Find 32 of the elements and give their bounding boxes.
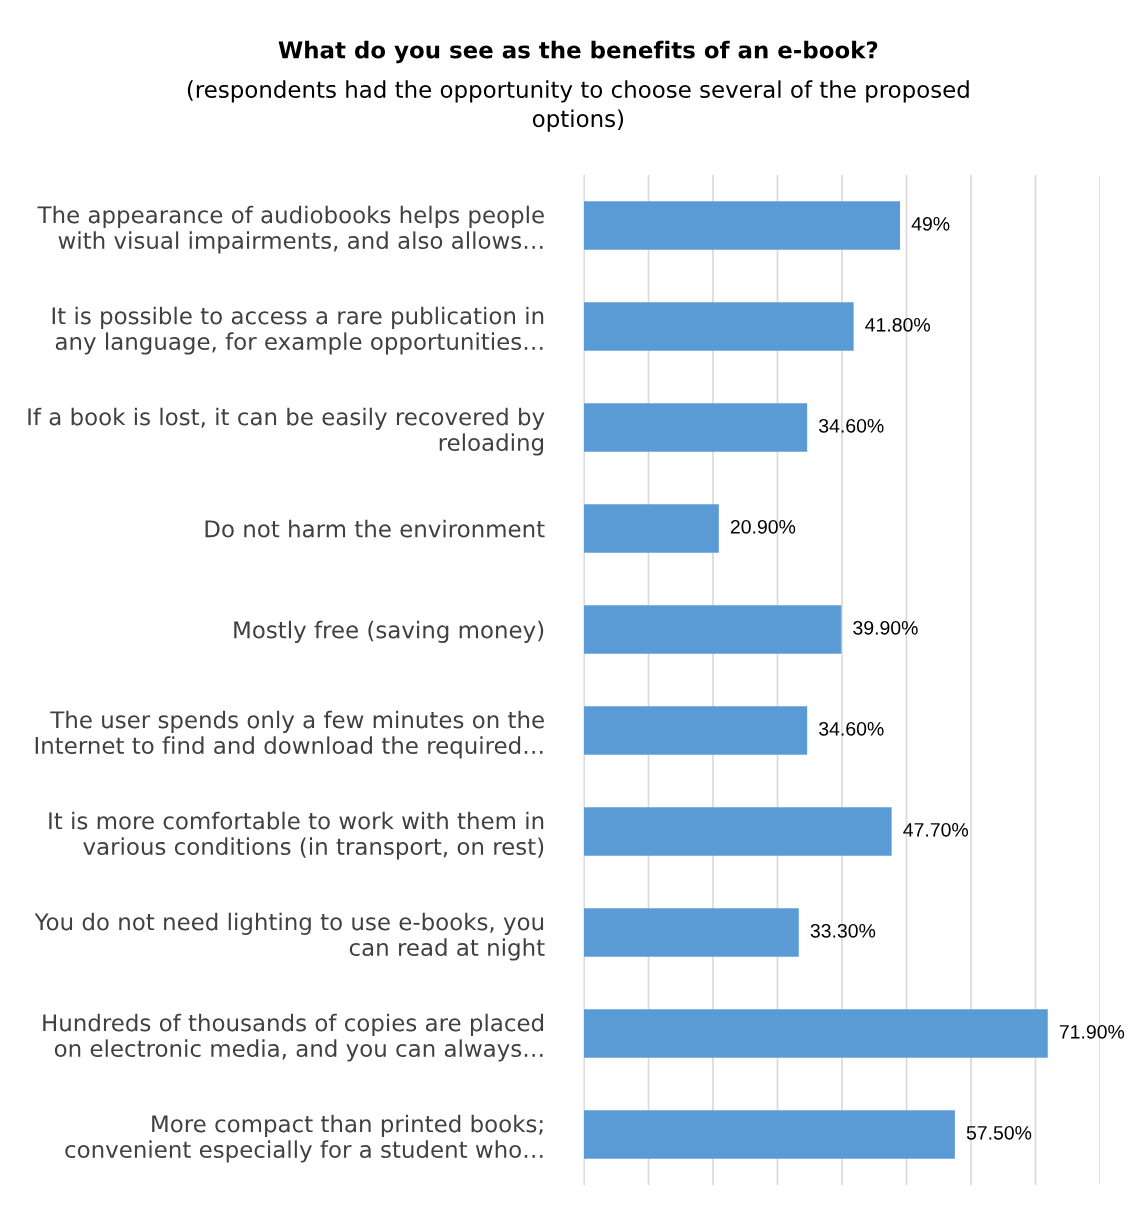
y-tick-label: The user spends only a few minutes on the Internet to find and download the required… <box>35 710 544 759</box>
y-tick-label: It is more comfortable to work with them in various conditions (in transport, on rest) <box>49 811 544 860</box>
bar <box>584 403 808 452</box>
bar <box>584 1009 1048 1058</box>
bar <box>584 605 842 654</box>
data-label: 39.90% <box>853 620 918 635</box>
chart-subtitle: (respondents had the opportunity to choose several of the proposed options) <box>187 80 969 132</box>
data-label: 49% <box>911 216 950 231</box>
data-label: 57.50% <box>966 1125 1032 1140</box>
y-tick-label: It is possible to access a rare publication in any language, for example opportunities… <box>52 306 544 355</box>
bar <box>584 504 719 553</box>
bar <box>584 807 892 856</box>
bar <box>584 1110 955 1159</box>
y-tick-label: You do not need lighting to use e-books, you can read at night <box>34 912 545 961</box>
data-label: 47.70% <box>903 822 969 837</box>
y-tick-label: The appearance of audiobooks helps people with visual impairments, and also allows… <box>37 205 544 254</box>
y-tick-label: Do not harm the environment <box>205 519 545 538</box>
y-tick-label: Mostly free (saving money) <box>234 620 544 643</box>
chart-title: What do you see as the benefits of an e-book? <box>278 40 878 64</box>
data-label: 41.80% <box>865 317 930 332</box>
data-label: 20.90% <box>730 519 796 534</box>
data-label: 71.90% <box>1059 1024 1125 1039</box>
bar <box>584 908 799 957</box>
data-label: 34.60% <box>819 721 884 736</box>
bar <box>584 302 854 351</box>
data-label: 34.60% <box>819 418 884 433</box>
y-tick-label: Hundreds of thousands of copies are placed on electronic media, and you can always… <box>43 1013 544 1062</box>
bar <box>584 201 901 250</box>
bar <box>584 706 808 755</box>
y-tick-label: More compact than printed books; convenient especially for a student who… <box>65 1114 543 1163</box>
data-label: 33.30% <box>810 923 876 938</box>
y-tick-label: If a book is lost, it can be easily recovered by reloading <box>28 407 545 456</box>
